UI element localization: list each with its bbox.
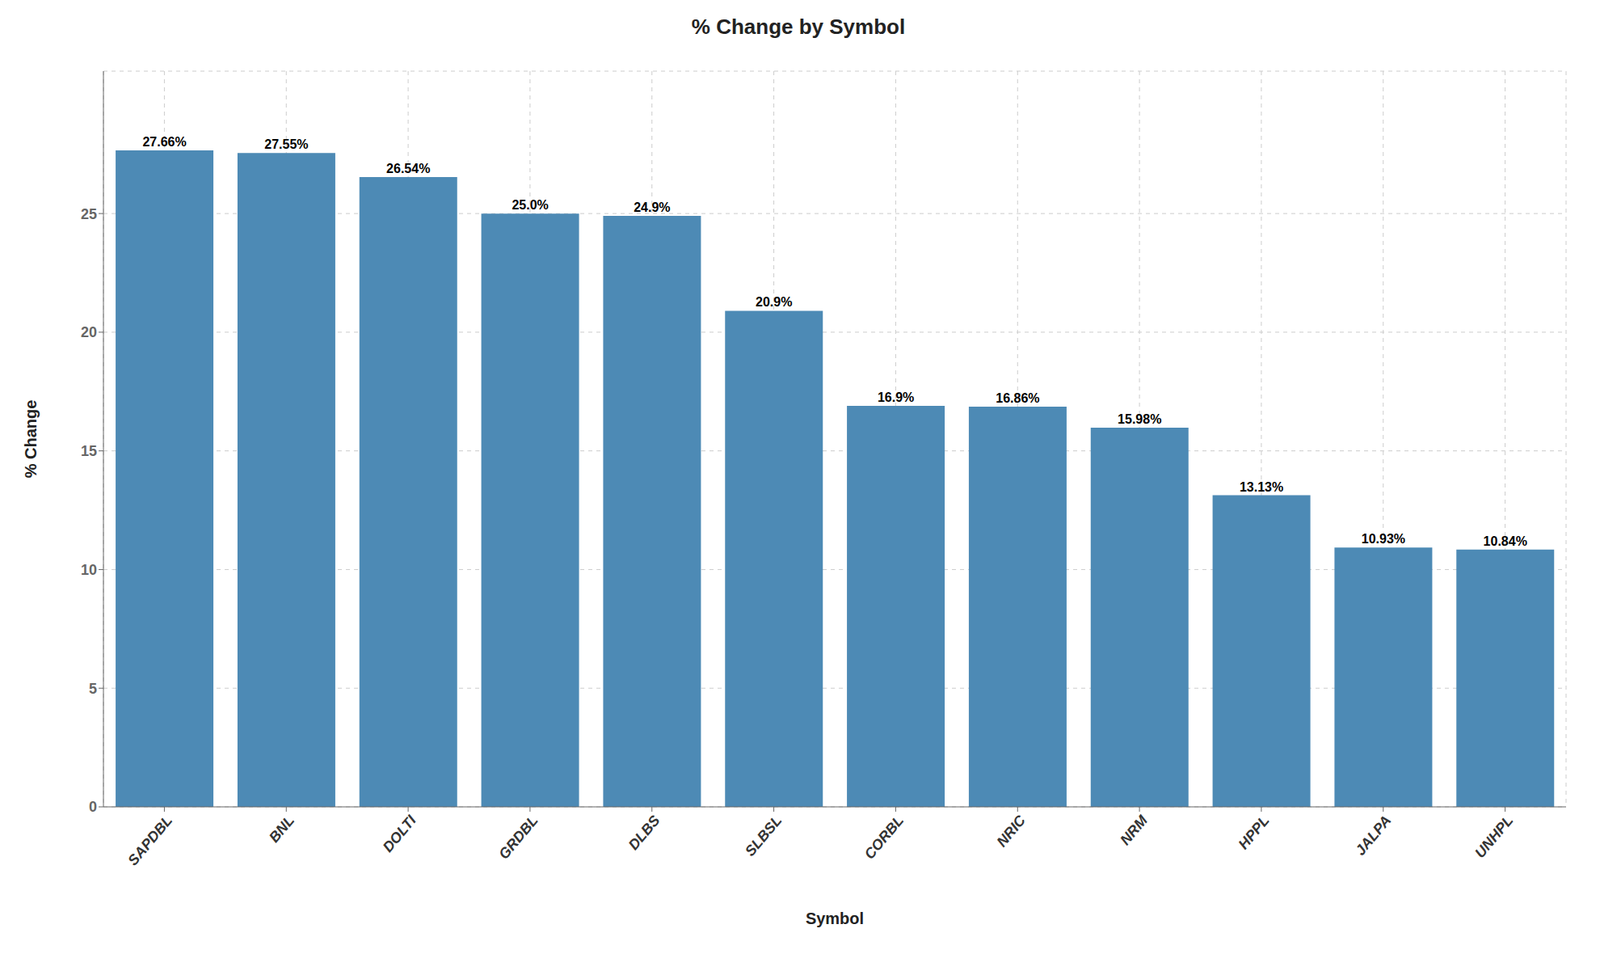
svg-text:10.84%: 10.84% [1483, 534, 1528, 548]
svg-text:% Change: % Change [21, 400, 40, 479]
svg-text:15.98%: 15.98% [1117, 412, 1162, 426]
svg-text:DLBS: DLBS [625, 812, 664, 853]
svg-text:NRIC: NRIC [993, 811, 1029, 850]
svg-text:24.9%: 24.9% [633, 200, 670, 215]
svg-text:25.0%: 25.0% [511, 197, 548, 212]
svg-text:GRDBL: GRDBL [495, 812, 541, 863]
svg-text:10.93%: 10.93% [1361, 531, 1406, 546]
svg-text:HPPL: HPPL [1235, 812, 1273, 853]
svg-text:DOLTI: DOLTI [379, 811, 421, 855]
svg-text:16.86%: 16.86% [995, 391, 1040, 405]
svg-text:NRM: NRM [1116, 811, 1151, 848]
svg-text:JALPA: JALPA [1351, 812, 1394, 859]
svg-text:20: 20 [80, 324, 97, 341]
svg-text:13.13%: 13.13% [1239, 480, 1284, 494]
svg-text:26.54%: 26.54% [386, 161, 430, 176]
svg-text:25: 25 [80, 206, 97, 223]
svg-text:UNHPL: UNHPL [1471, 812, 1516, 861]
svg-text:0: 0 [88, 798, 97, 815]
svg-text:15: 15 [80, 442, 97, 459]
html-text:% Change by Symbol: % Change by Symbol [691, 14, 906, 39]
svg-text:20.9%: 20.9% [755, 294, 792, 309]
svg-text:CORBL: CORBL [861, 812, 907, 863]
svg-text:16.9%: 16.9% [877, 390, 914, 405]
svg-text:5: 5 [88, 680, 97, 697]
svg-text:SLBSL: SLBSL [741, 812, 785, 859]
svg-text:27.66%: 27.66% [142, 134, 186, 149]
svg-text:SAPDBL: SAPDBL [124, 812, 176, 869]
svg-text:10: 10 [80, 561, 97, 578]
svg-text:27.55%: 27.55% [264, 137, 308, 152]
svg-text:Symbol: Symbol [805, 909, 864, 927]
svg-text:BNL: BNL [265, 812, 298, 846]
